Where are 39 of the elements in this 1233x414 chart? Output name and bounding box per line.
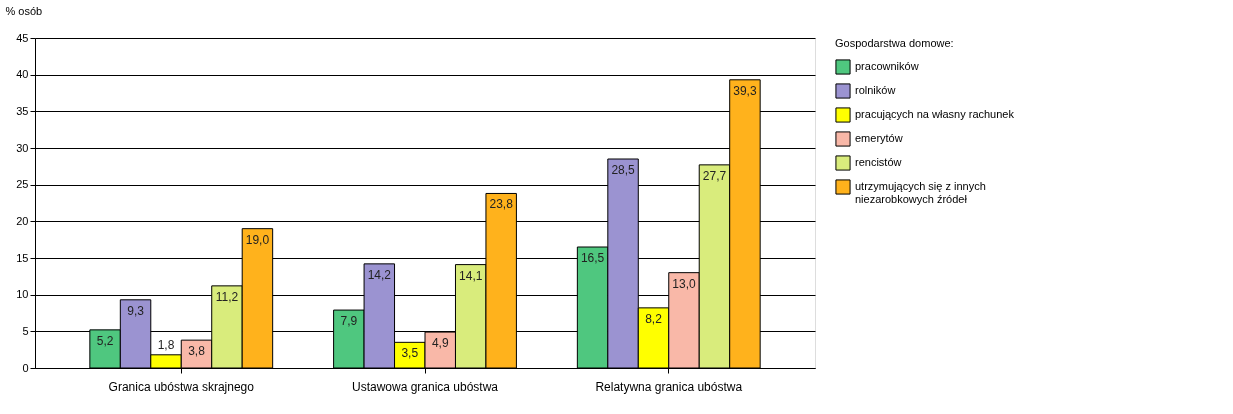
data-label: 8,2 [645,311,663,326]
x-tick-label: Granica ubóstwa skrajnego [108,379,255,394]
data-label: 4,9 [431,336,449,351]
legend-label: emerytów [855,132,903,144]
x-tick-label: Ustawowa granica ubóstwa [351,379,499,394]
data-label: 27,7 [702,168,727,183]
y-tick-label: 35 [16,104,29,117]
data-label: 16,5 [580,251,605,265]
y-tick-label: 40 [16,68,29,81]
data-label: 13,0 [672,276,696,291]
legend-title: Gospodarstwa domowe: [835,37,954,49]
legend-label: rolników [855,84,896,96]
y-tick-label: 5 [22,324,29,337]
data-label: 3,5 [401,346,419,361]
legend-label: pracujących na własny rachunek [855,108,1015,120]
data-label: 39,3 [733,83,757,98]
y-axis-title: % osób [5,4,43,17]
legend-label: rencistów [855,156,902,168]
data-label: 1,8 [157,337,175,352]
data-label: 19,0 [245,232,270,247]
data-label: 14,2 [367,267,392,282]
data-label: 23,8 [489,197,514,212]
data-label: 3,8 [188,344,206,359]
data-label: 9,3 [127,303,145,318]
y-tick-label: 45 [16,31,29,44]
legend-label: utrzymujących się z innych niezarobkowych źródeł [855,180,986,205]
legend-label: pracowników [855,60,919,72]
data-label: 5,2 [96,333,114,348]
data-label: 11,2 [215,289,239,304]
data-label: 28,5 [611,163,636,177]
data-label: 7,9 [340,314,358,329]
y-tick-label: 0 [22,361,29,374]
y-tick-label: 30 [16,141,29,154]
y-tick-label: 15 [16,251,29,264]
x-tick-label: Relatywna granica ubóstwa [595,379,743,394]
y-tick-label: 10 [16,288,29,301]
y-tick-label: 25 [16,178,29,191]
y-tick-label: 20 [16,214,29,227]
data-label: 14,1 [459,268,483,283]
